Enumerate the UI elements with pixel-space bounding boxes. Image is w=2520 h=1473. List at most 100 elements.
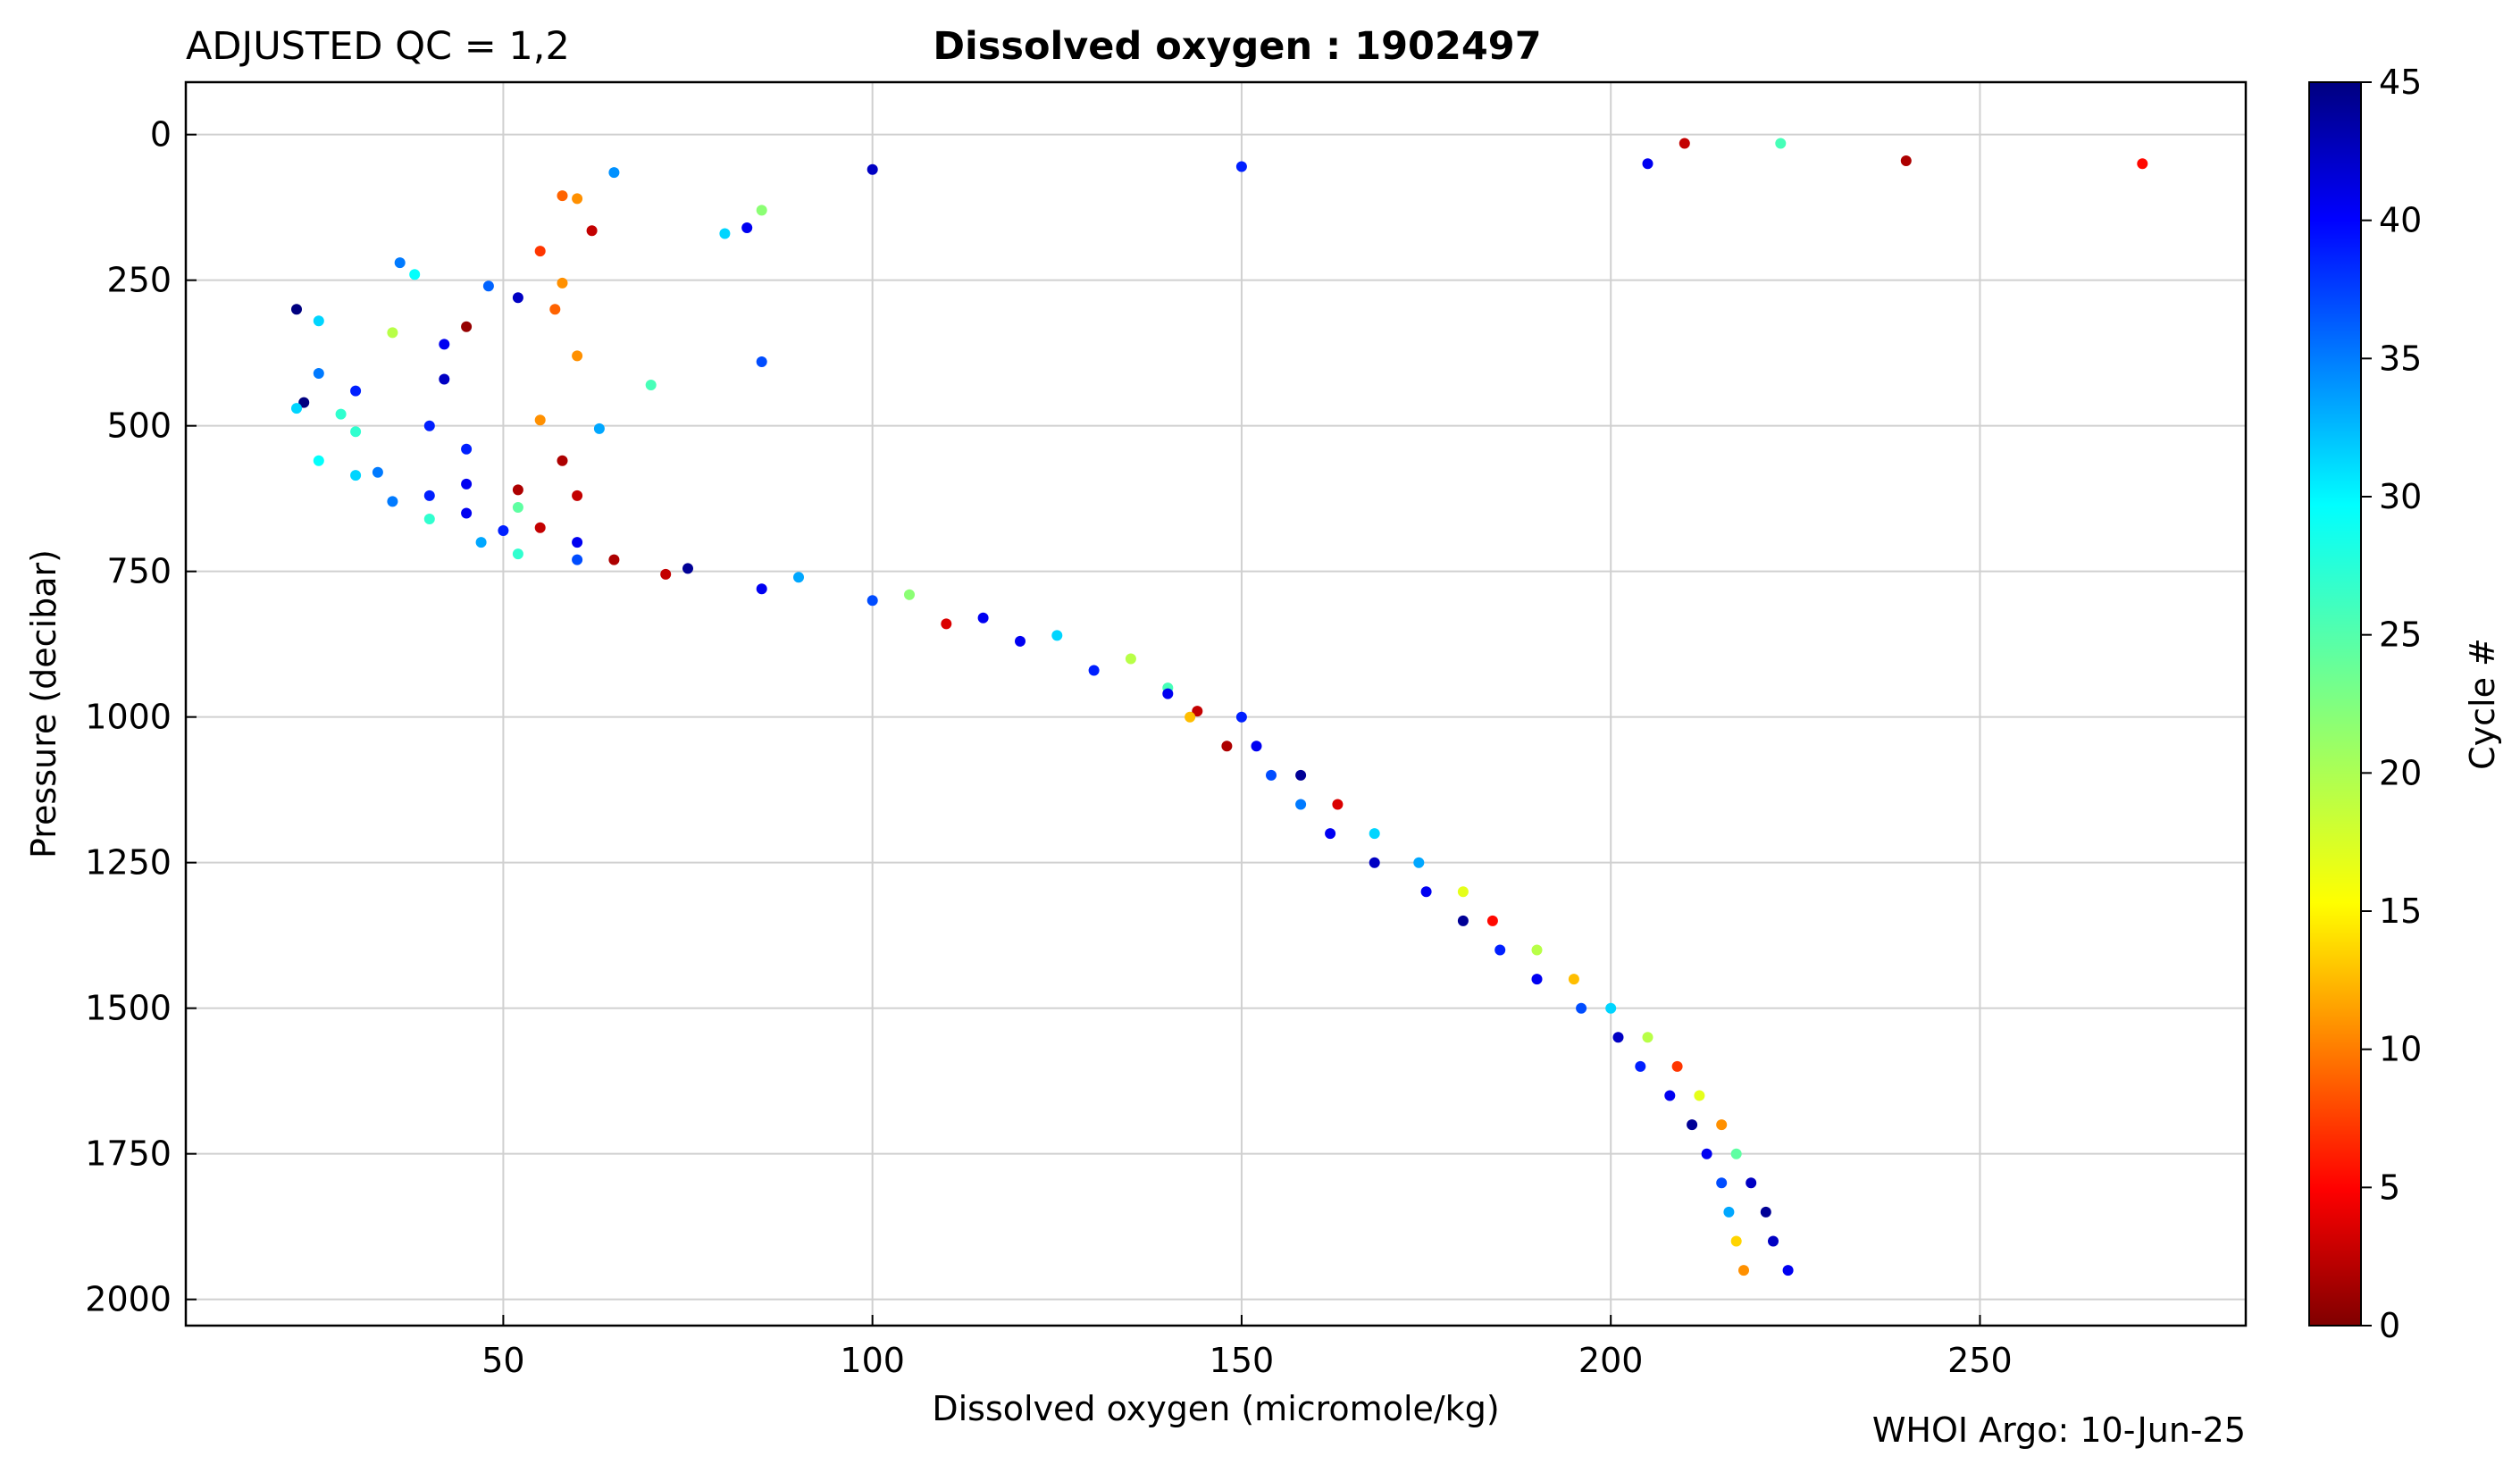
colorbar-ticks: 0 5 10 15 20 25 30 35 40 45 bbox=[2361, 63, 2422, 1345]
data-point bbox=[1701, 1148, 1712, 1159]
data-point bbox=[512, 548, 523, 560]
data-point bbox=[2137, 158, 2148, 170]
data-point bbox=[756, 583, 767, 595]
data-point bbox=[1723, 1206, 1735, 1218]
data-point bbox=[608, 554, 620, 565]
data-points bbox=[291, 138, 2148, 1276]
data-point bbox=[1642, 1032, 1653, 1043]
colorbar-tick-label: 30 bbox=[2379, 477, 2422, 516]
data-point bbox=[350, 426, 362, 438]
data-point bbox=[423, 514, 435, 524]
data-point bbox=[572, 554, 583, 565]
data-point bbox=[1775, 138, 1787, 149]
data-point bbox=[1760, 1206, 1771, 1218]
data-point bbox=[1612, 1032, 1624, 1043]
y-tick-label: 750 bbox=[106, 552, 172, 591]
data-point bbox=[1782, 1265, 1794, 1276]
data-point bbox=[409, 269, 421, 280]
data-point bbox=[512, 502, 523, 513]
data-point bbox=[793, 572, 804, 583]
data-point bbox=[461, 443, 473, 455]
data-point bbox=[291, 304, 302, 315]
data-point bbox=[549, 304, 561, 315]
x-tick-label: 50 bbox=[481, 1341, 524, 1380]
data-point bbox=[1635, 1060, 1646, 1072]
data-point bbox=[1088, 665, 1100, 676]
data-point bbox=[1746, 1177, 1757, 1189]
colorbar-tick-label: 40 bbox=[2379, 201, 2422, 240]
data-point bbox=[534, 246, 546, 257]
data-point bbox=[1332, 799, 1344, 810]
data-point bbox=[572, 537, 583, 548]
y-tick-label: 1500 bbox=[85, 989, 172, 1028]
data-point bbox=[1221, 741, 1233, 752]
data-point bbox=[1605, 1002, 1617, 1014]
data-point bbox=[461, 478, 473, 490]
data-point bbox=[534, 414, 546, 426]
data-point bbox=[557, 190, 568, 202]
colorbar-tick-label: 0 bbox=[2379, 1306, 2400, 1345]
data-point bbox=[1162, 688, 1174, 699]
data-point bbox=[1325, 828, 1336, 840]
data-point bbox=[867, 163, 878, 175]
colorbar-label: Cycle # bbox=[2463, 638, 2502, 770]
data-point bbox=[461, 321, 473, 332]
data-point bbox=[719, 228, 731, 239]
data-point bbox=[1694, 1090, 1705, 1101]
colorbar bbox=[2308, 81, 2362, 1327]
data-point bbox=[1192, 706, 1203, 717]
data-point bbox=[335, 408, 347, 420]
colorbar-tick-label: 15 bbox=[2379, 891, 2422, 931]
data-point bbox=[1369, 857, 1380, 868]
data-point bbox=[534, 522, 546, 533]
data-point bbox=[1531, 974, 1543, 985]
data-point bbox=[608, 167, 620, 179]
data-point bbox=[1730, 1235, 1742, 1247]
data-point bbox=[756, 356, 767, 367]
x-tick-label: 100 bbox=[840, 1341, 905, 1380]
data-point bbox=[1295, 769, 1307, 781]
data-point bbox=[512, 292, 523, 304]
y-tick-label: 1250 bbox=[85, 843, 172, 883]
data-point bbox=[387, 496, 398, 507]
data-point bbox=[593, 423, 605, 434]
chart-title: Dissolved oxygen : 1902497 bbox=[933, 24, 1541, 69]
y-tick-label: 250 bbox=[106, 261, 172, 300]
data-point bbox=[1716, 1177, 1728, 1189]
data-point bbox=[423, 420, 435, 431]
data-point bbox=[1494, 944, 1506, 956]
data-point bbox=[1486, 915, 1498, 926]
data-point bbox=[1687, 1119, 1698, 1131]
data-point bbox=[572, 193, 583, 205]
data-point bbox=[313, 455, 324, 466]
plot-frame bbox=[184, 80, 2248, 1327]
data-point bbox=[1185, 711, 1196, 723]
y-axis-label: Pressure (decibar) bbox=[24, 549, 63, 858]
colorbar-tick-label: 45 bbox=[2379, 63, 2422, 102]
data-point bbox=[1420, 886, 1432, 898]
data-point bbox=[1768, 1235, 1779, 1247]
data-point bbox=[1900, 155, 1912, 166]
data-point bbox=[1679, 138, 1690, 149]
data-point bbox=[1568, 974, 1579, 985]
y-tick-label: 2000 bbox=[85, 1280, 172, 1319]
data-point bbox=[867, 595, 878, 607]
data-point bbox=[1015, 635, 1026, 647]
data-point bbox=[557, 455, 568, 466]
data-point bbox=[756, 205, 767, 216]
data-point bbox=[1413, 857, 1425, 868]
data-point bbox=[1125, 653, 1136, 665]
data-point bbox=[1716, 1119, 1728, 1131]
data-point bbox=[1235, 711, 1247, 723]
data-point bbox=[350, 385, 362, 397]
colorbar-tick-label: 35 bbox=[2379, 339, 2422, 378]
data-point bbox=[461, 507, 473, 519]
data-point bbox=[439, 339, 450, 350]
data-point bbox=[1369, 828, 1380, 840]
data-point bbox=[1266, 769, 1277, 781]
y-tick-label: 500 bbox=[106, 406, 172, 446]
data-point bbox=[1576, 1002, 1587, 1014]
data-point bbox=[372, 466, 383, 478]
data-point bbox=[1235, 161, 1247, 172]
